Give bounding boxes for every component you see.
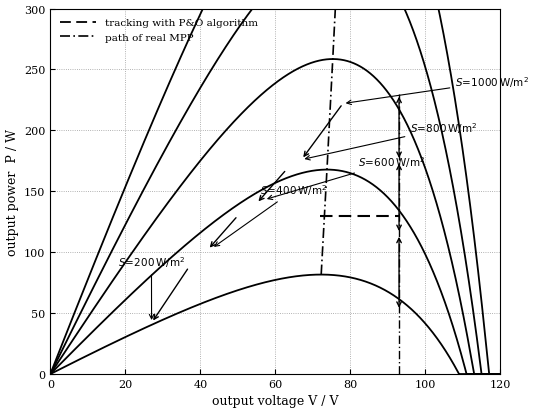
Line: path of real MPP: path of real MPP [321, 0, 344, 275]
tracking with P&O algorithm [392, 214, 399, 218]
tracking with P&O algorithm [317, 214, 323, 218]
Text: $S\!=\!800\,\mathrm{W/m}^2$: $S\!=\!800\,\mathrm{W/m}^2$ [306, 121, 478, 161]
tracking with P&O algorithm [355, 214, 361, 218]
tracking with P&O algorithm [362, 214, 369, 218]
path of real MPP [318, 273, 324, 278]
tracking with P&O algorithm [396, 214, 402, 218]
Text: $S\!=\!200\,\mathrm{W/m}^2$: $S\!=\!200\,\mathrm{W/m}^2$ [118, 255, 185, 319]
path of real MPP [324, 168, 330, 173]
tracking with P&O algorithm [324, 214, 331, 218]
tracking with P&O algorithm [370, 214, 376, 218]
Text: $S\!=\!600\,\mathrm{W/m}^2$: $S\!=\!600\,\mathrm{W/m}^2$ [268, 155, 425, 200]
tracking with P&O algorithm [385, 214, 391, 218]
path of real MPP [329, 57, 336, 62]
Text: $S\!=\!1000\,\mathrm{W/m}^2$: $S\!=\!1000\,\mathrm{W/m}^2$ [347, 75, 529, 105]
Y-axis label: output power  P / W: output power P / W [5, 128, 18, 255]
Text: $S\!=\!400\,\mathrm{W/m}^2$: $S\!=\!400\,\mathrm{W/m}^2$ [215, 183, 328, 247]
tracking with P&O algorithm [347, 214, 353, 218]
X-axis label: output voltage V / V: output voltage V / V [212, 394, 338, 408]
tracking with P&O algorithm [377, 214, 384, 218]
tracking with P&O algorithm [332, 214, 338, 218]
tracking with P&O algorithm [339, 214, 346, 218]
Legend: tracking with P&O algorithm, path of real MPP: tracking with P&O algorithm, path of rea… [55, 15, 261, 47]
